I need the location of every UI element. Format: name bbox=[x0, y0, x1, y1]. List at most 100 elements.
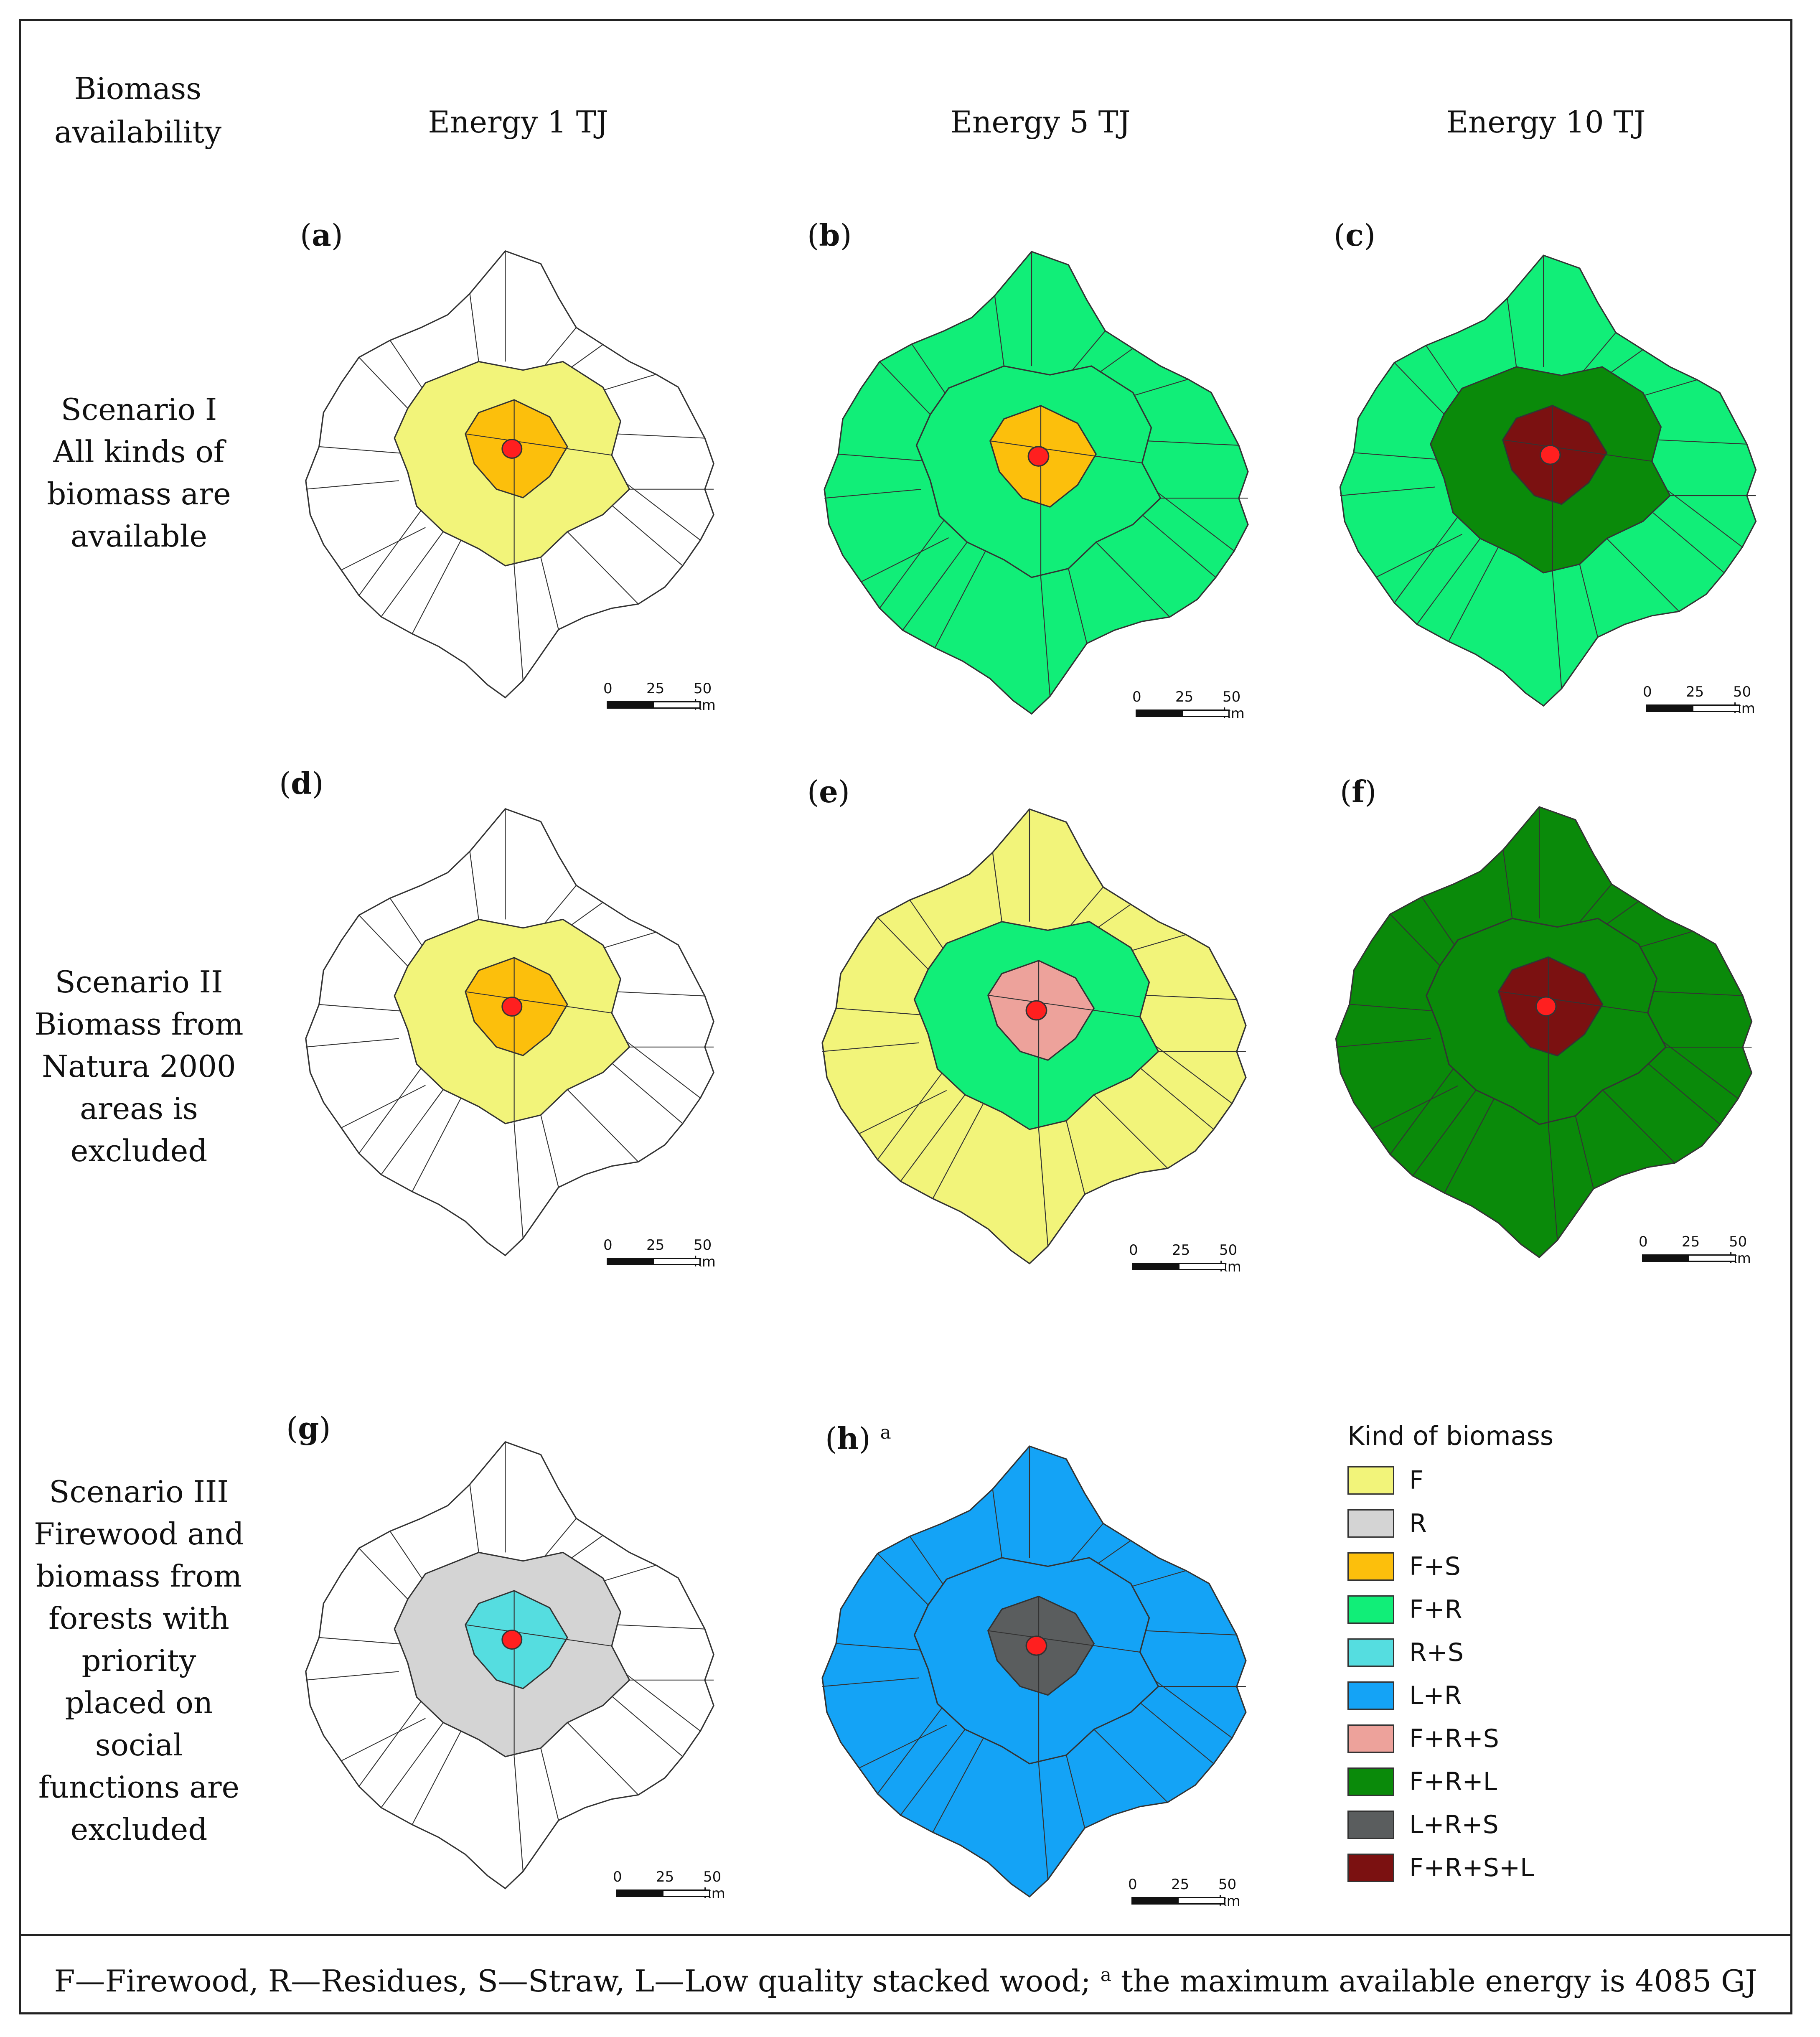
scale-tick-50: 50 km bbox=[1729, 1233, 1751, 1267]
district-boundary bbox=[1093, 904, 1131, 931]
district-boundary bbox=[1498, 957, 1648, 1124]
district-boundary bbox=[822, 1042, 919, 1052]
footnote-tail: the maximum available energy is 4085 GJ bbox=[1111, 1963, 1757, 1999]
legend-item-l-r-s: L+R+S bbox=[1347, 1803, 1640, 1846]
district-boundary bbox=[341, 1085, 426, 1129]
district-boundary bbox=[877, 917, 929, 970]
district-boundary bbox=[1132, 506, 1216, 578]
scale-bar-graphic bbox=[1131, 1897, 1225, 1905]
district-boundary bbox=[1390, 914, 1441, 966]
plant-location-marker bbox=[1025, 1635, 1047, 1656]
district-boundary bbox=[879, 361, 931, 415]
district-boundary bbox=[1602, 901, 1639, 928]
legend-label: F+R+L bbox=[1409, 1767, 1497, 1796]
map-svg bbox=[821, 808, 1247, 1264]
district-boundary bbox=[1130, 1060, 1214, 1130]
district-boundary bbox=[1507, 298, 1517, 367]
scale-bar-graphic bbox=[616, 1890, 710, 1897]
scale-bar-c: 0 25 50 km bbox=[1643, 684, 1755, 717]
district-boundary bbox=[341, 1718, 426, 1762]
district-boundary bbox=[822, 1677, 919, 1687]
legend-label: F+R+S bbox=[1409, 1724, 1499, 1753]
district-boundary bbox=[1146, 440, 1239, 446]
map-svg bbox=[305, 250, 714, 699]
district-boundary bbox=[381, 1089, 444, 1175]
scale-bar-graphic bbox=[607, 701, 701, 709]
district-boundary bbox=[412, 540, 462, 634]
district-boundary bbox=[358, 357, 408, 409]
district-boundary bbox=[305, 1038, 399, 1048]
district-boundary bbox=[1502, 405, 1652, 573]
legend-item-l-r: L+R bbox=[1347, 1674, 1640, 1717]
plant-location-marker bbox=[501, 439, 523, 459]
district-boundary bbox=[567, 1722, 639, 1795]
scale-tick-25: 25 bbox=[1686, 684, 1704, 700]
district-boundary bbox=[1652, 991, 1743, 996]
district-boundary bbox=[1336, 1038, 1431, 1048]
district-boundary bbox=[381, 531, 444, 617]
row-label-line: Scenario II bbox=[55, 964, 223, 999]
map-svg bbox=[824, 251, 1249, 715]
district-boundary bbox=[1068, 331, 1106, 375]
panel-label-c: (c) bbox=[1334, 217, 1376, 253]
scale-bar-graphic bbox=[1136, 710, 1230, 717]
plant-location-marker bbox=[1535, 996, 1557, 1017]
legend-item-f-s: F+S bbox=[1347, 1545, 1640, 1588]
row-label-line: All kinds of bbox=[53, 434, 225, 469]
district-boundary bbox=[1096, 348, 1134, 375]
district-boundary bbox=[900, 1729, 966, 1816]
district-boundary bbox=[465, 1590, 612, 1757]
district-boundary bbox=[1130, 1694, 1214, 1764]
scale-tick-0: 0 bbox=[1132, 689, 1141, 705]
district-boundary bbox=[1372, 1085, 1458, 1129]
plant-location-marker bbox=[1025, 1000, 1047, 1021]
district-boundary bbox=[1638, 1055, 1721, 1125]
district-boundary bbox=[1548, 1124, 1558, 1241]
header-energy-5tj: Energy 5 TJ bbox=[950, 104, 1131, 140]
legend-swatch bbox=[1347, 1724, 1394, 1753]
row-label-line: placed on bbox=[65, 1685, 213, 1720]
scale-tick-0: 0 bbox=[603, 680, 613, 697]
district-boundary bbox=[540, 1518, 577, 1561]
row-label-line: biomass are bbox=[47, 476, 231, 511]
legend-swatch bbox=[1347, 1767, 1394, 1796]
district-boundary bbox=[1412, 1090, 1477, 1176]
district-boundary bbox=[540, 885, 577, 928]
scale-tick-50: 50 km bbox=[1219, 1242, 1241, 1275]
panel-footnote-mark: a bbox=[880, 1422, 891, 1443]
map-svg bbox=[1339, 254, 1757, 707]
district-boundary bbox=[358, 510, 422, 596]
district-boundary bbox=[381, 1722, 444, 1808]
row-label-line: biomass from bbox=[36, 1559, 242, 1594]
row-label-line: available bbox=[70, 519, 208, 554]
legend-title: Kind of biomass bbox=[1347, 1421, 1554, 1451]
district-boundary bbox=[900, 1094, 966, 1182]
scale-bar-e: 0 25 50 km bbox=[1129, 1242, 1241, 1275]
legend-label: F+S bbox=[1409, 1551, 1461, 1581]
panel-letter: a bbox=[312, 217, 331, 253]
district-boundary bbox=[1093, 1540, 1131, 1567]
footnote-mark: a bbox=[1100, 1964, 1111, 1986]
scale-bar-a: 0 25 50 km bbox=[603, 680, 716, 714]
legend-label: F+R bbox=[1409, 1595, 1462, 1624]
panel-label-d: (d) bbox=[279, 765, 324, 801]
district-boundary bbox=[358, 915, 408, 967]
district-boundary bbox=[602, 1055, 683, 1124]
district-boundary bbox=[1606, 538, 1680, 612]
map-panel-h bbox=[808, 1429, 1260, 1910]
district-boundary bbox=[988, 960, 1140, 1129]
scale-bar-g: 0 25 50 km bbox=[613, 1869, 725, 1902]
district-boundary bbox=[305, 480, 399, 490]
map-panel-f bbox=[1322, 790, 1765, 1270]
legend-swatch bbox=[1347, 1853, 1394, 1882]
district-boundary bbox=[567, 902, 603, 928]
scale-bar-graphic bbox=[1132, 1263, 1226, 1270]
district-boundary bbox=[1038, 1129, 1049, 1246]
scale-tick-25: 25 bbox=[1682, 1233, 1700, 1250]
district-boundary bbox=[358, 1068, 422, 1154]
panel-label-a: (a) bbox=[300, 217, 343, 253]
district-boundary bbox=[469, 293, 479, 362]
footnote-text: F—Firewood, R—Residues, S—Straw, L—Low q… bbox=[54, 1963, 1101, 1999]
row-label-line: excluded bbox=[70, 1812, 208, 1847]
figure-frame bbox=[19, 19, 1792, 2014]
